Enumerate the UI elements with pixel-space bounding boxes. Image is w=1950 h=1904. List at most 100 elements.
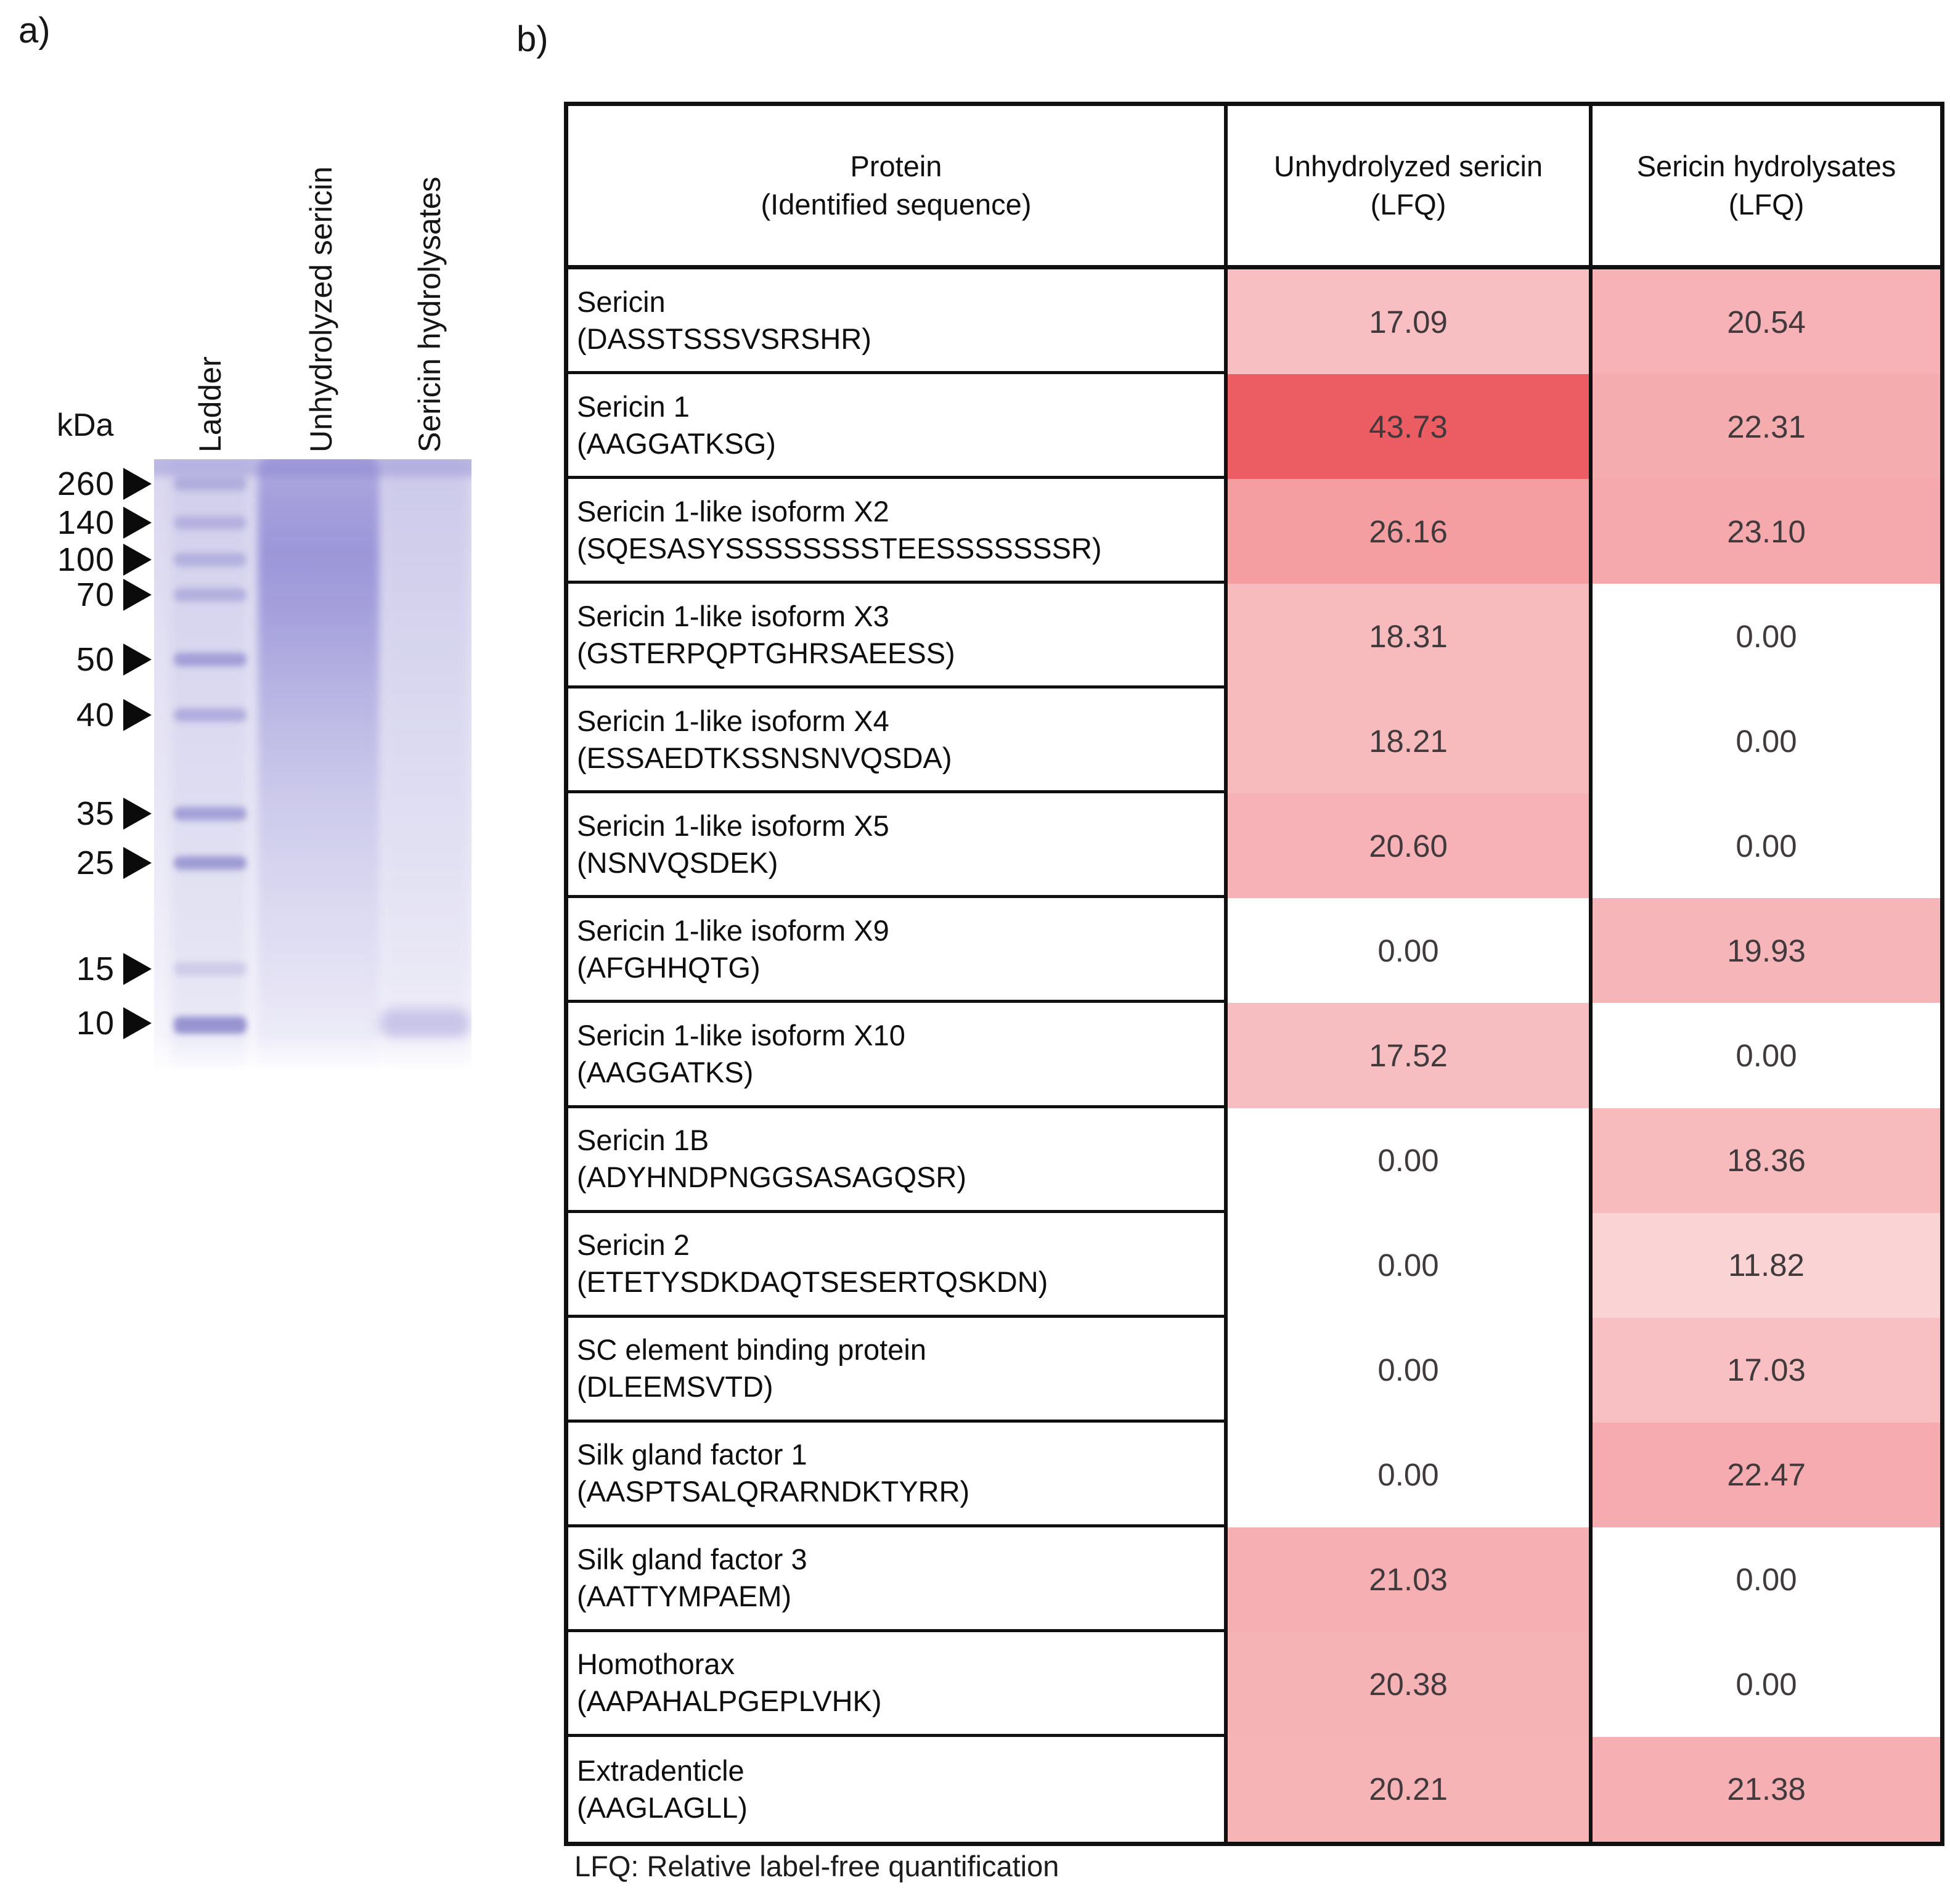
ladder-band-25 [174,856,247,870]
protein-cell: Silk gland factor 3 (AATTYMPAEM) [568,1527,1224,1632]
protein-sequence: (ETETYSDKDAQTSESERTQSKDN) [577,1265,1048,1299]
protein-cell: Sericin 1-like isoform X2 (SQESASYSSSSSSS… [568,479,1224,584]
table-header-row: Protein (Identified sequence) Unhydrolyz… [568,106,1940,269]
header-protein-line2: (Identified sequence) [761,188,1032,221]
table-row: Sericin 2 (ETETYSDKDAQTSESERTQSKDN) 0.00 … [568,1212,1940,1318]
lfq-value-hydrolysates: 17.03 [1589,1317,1940,1423]
gel-marker-15: 15 [0,947,152,991]
lfq-value-hydrolysates: 0.00 [1589,793,1940,899]
lfq-value-unhydrolyzed: 43.73 [1224,374,1589,480]
lfq-value-unhydrolyzed: 18.21 [1224,688,1589,794]
protein-cell: Sericin 1-like isoform X4 (ESSAEDTKSSNSNV… [568,688,1224,794]
ladder-band-35 [174,807,247,820]
lfq-value-unhydrolyzed: 26.16 [1224,479,1589,584]
table-row: Sericin 1-like isoform X2 (SQESASYSSSSSSS… [568,479,1940,584]
protein-sequence: (AAGLAGLL) [577,1791,748,1824]
sericin-hydrolysates-10kda-band [380,1009,470,1037]
protein-sequence: (DLEEMSVTD) [577,1370,773,1403]
lfq-value-unhydrolyzed: 0.00 [1224,1422,1589,1527]
lfq-value-unhydrolyzed: 20.60 [1224,793,1589,899]
protein-name: Extradenticle [577,1754,745,1787]
lfq-value-hydrolysates: 23.10 [1589,479,1940,584]
table-row: Sericin 1-like isoform X4 (ESSAEDTKSSNSNV… [568,688,1940,794]
protein-sequence: (AAGGATKSG) [577,427,776,460]
panel-b-label: b) [516,19,549,59]
header-unhydrolyzed-lfq: Unhydrolyzed sericin (LFQ) [1224,106,1589,265]
protein-sequence: (AAGGATKS) [577,1055,754,1089]
protein-name: SC element binding protein [577,1333,926,1367]
ladder-band-50 [174,653,247,666]
marker-label: 100 [57,541,115,578]
protein-name: Sericin 1 [577,390,690,423]
ladder-band-260 [174,477,247,491]
lane-label-ladder: Ladder [193,356,227,452]
ladder-band-10 [174,1016,247,1034]
marker-label: 40 [76,697,115,733]
ladder-band-40 [174,708,247,722]
lfq-value-hydrolysates: 0.00 [1589,584,1940,689]
arrow-right-icon [123,579,152,611]
protein-name: Sericin 2 [577,1228,690,1262]
arrow-right-icon [123,544,152,576]
protein-name: Homothorax [577,1648,735,1681]
protein-sequence: (AFGHHQTG) [577,950,761,984]
protein-cell: Silk gland factor 1 (AASPTSALQRARNDKTYRR) [568,1423,1224,1527]
gel-marker-40: 40 [0,693,152,737]
header-protein: Protein (Identified sequence) [568,106,1224,265]
protein-sequence: (DASSTSSSVSRSHR) [577,322,871,355]
lfq-value-unhydrolyzed: 17.09 [1224,269,1589,375]
lfq-value-hydrolysates: 21.38 [1589,1736,1940,1842]
header-hydrolysates-line2: (LFQ) [1728,188,1805,221]
protein-sequence: (AATTYMPAEM) [577,1580,792,1613]
header-unhydrolyzed-line1: Unhydrolyzed sericin [1273,150,1543,182]
lfq-value-unhydrolyzed: 21.03 [1224,1527,1589,1632]
ladder-band-15 [174,962,247,976]
protein-sequence: (AASPTSALQRARNDKTYRR) [577,1475,970,1508]
protein-name: Sericin 1-like isoform X3 [577,599,889,632]
lfq-value-unhydrolyzed: 0.00 [1224,1108,1589,1213]
arrow-right-icon [123,953,152,985]
protein-sequence: (AAPAHALPGEPLVHK) [577,1685,882,1718]
protein-sequence: (GSTERPQPTGHRSAEESS) [577,636,955,669]
lfq-table: Protein (Identified sequence) Unhydrolyz… [564,102,1944,1846]
protein-cell: Sericin 1-like isoform X5 (NSNVQSDEK) [568,793,1224,899]
lfq-value-unhydrolyzed: 20.38 [1224,1632,1589,1737]
marker-label: 25 [76,844,115,881]
lfq-value-hydrolysates: 20.54 [1589,269,1940,375]
lfq-value-unhydrolyzed: 17.52 [1224,1003,1589,1108]
arrow-right-icon [123,798,152,830]
lfq-value-unhydrolyzed: 20.21 [1224,1736,1589,1842]
protein-cell: SC element binding protein (DLEEMSVTD) [568,1318,1224,1423]
table-row: SC element binding protein (DLEEMSVTD) 0.… [568,1317,1940,1423]
protein-sequence: (ESSAEDTKSSNSNVQSDA) [577,741,952,774]
protein-name: Sericin [577,285,666,318]
protein-cell: Homothorax (AAPAHALPGEPLVHK) [568,1632,1224,1737]
arrow-right-icon [123,847,152,879]
lfq-value-unhydrolyzed: 0.00 [1224,1212,1589,1318]
unhydrolyzed-sericin-smear [258,459,380,1069]
marker-label: 15 [76,950,115,987]
gel-bottom-fade [154,1035,471,1069]
protein-cell: Sericin 1-like isoform X10 (AAGGATKS) [568,1003,1224,1108]
protein-sequence: (NSNVQSDEK) [577,846,778,879]
protein-cell: Sericin 1-like isoform X9 (AFGHHQTG) [568,898,1224,1003]
panel-a-label: a) [18,10,51,51]
header-hydrolysates-lfq: Sericin hydrolysates (LFQ) [1589,106,1940,265]
lfq-value-hydrolysates: 11.82 [1589,1212,1940,1318]
header-protein-line1: Protein [850,150,942,182]
marker-label: 10 [76,1005,115,1042]
marker-label: 260 [57,465,115,502]
table-row: Silk gland factor 1 (AASPTSALQRARNDKTYRR)… [568,1422,1940,1527]
gel-marker-260: 260 [0,462,152,505]
arrow-right-icon [123,468,152,500]
lfq-value-hydrolysates: 22.31 [1589,374,1940,480]
protein-cell: Sericin 2 (ETETYSDKDAQTSESERTQSKDN) [568,1213,1224,1318]
lfq-footnote: LFQ: Relative label-free quantification [574,1850,1059,1882]
kda-unit-label: kDa [57,407,114,443]
lfq-value-hydrolysates: 18.36 [1589,1108,1940,1213]
ladder-lane-wash [171,459,247,1069]
table-row: Sericin 1B (ADYHNDPNGGSASAGQSR) 0.00 18.3… [568,1108,1940,1213]
ladder-band-140 [174,516,247,529]
lfq-value-unhydrolyzed: 18.31 [1224,584,1589,689]
gel-marker-100: 100 [0,538,152,581]
